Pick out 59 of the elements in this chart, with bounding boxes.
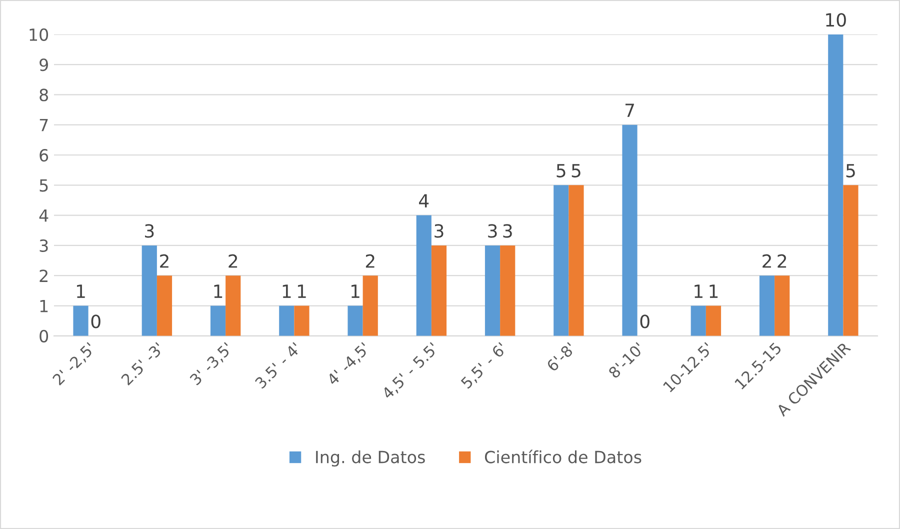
data-label: 1 xyxy=(214,284,222,298)
data-label: 7 xyxy=(626,104,634,117)
y-tick-label: 6 xyxy=(40,148,48,162)
data-label: 4 xyxy=(419,194,429,208)
bar xyxy=(828,34,844,336)
y-tick-label: 0 xyxy=(40,330,48,342)
y-tick-label: 9 xyxy=(40,58,48,72)
bar xyxy=(484,245,500,336)
bar xyxy=(156,276,172,336)
bar xyxy=(843,185,858,336)
y-tick-label: 4 xyxy=(39,209,48,222)
data-label: 2 xyxy=(160,254,168,268)
bar xyxy=(774,276,790,336)
y-tick-label: 1 xyxy=(40,300,48,312)
bar xyxy=(348,306,363,336)
y-tick-label: 10 xyxy=(30,28,48,41)
legend-label: Ing. de Datos xyxy=(316,450,425,467)
data-label: 1 xyxy=(694,284,702,298)
data-label: 5 xyxy=(846,164,855,178)
data-label: 10 xyxy=(826,13,846,27)
y-tick-label: 2 xyxy=(40,270,48,282)
bar xyxy=(73,306,88,336)
y-tick-label: 5 xyxy=(40,179,48,192)
data-label: 1 xyxy=(298,284,306,298)
bar xyxy=(226,276,241,336)
y-tick-label: 8 xyxy=(40,88,48,102)
legend-label: Científico de Datos xyxy=(484,450,642,464)
data-label: 1 xyxy=(77,284,85,298)
data-label: 3 xyxy=(503,224,512,238)
bar xyxy=(431,245,447,336)
bar xyxy=(142,245,157,336)
bar xyxy=(279,306,294,336)
bar xyxy=(622,124,638,336)
data-label: 3 xyxy=(488,224,497,238)
bar xyxy=(706,306,722,336)
data-label: 5 xyxy=(572,164,580,178)
data-label: 3 xyxy=(434,224,444,238)
bar xyxy=(690,306,706,336)
bar xyxy=(568,185,584,336)
data-label: 0 xyxy=(91,314,100,328)
data-label: 2 xyxy=(366,254,374,268)
data-label: 1 xyxy=(282,284,291,298)
bar xyxy=(294,306,310,336)
data-label: 2 xyxy=(778,254,786,268)
data-label: 1 xyxy=(710,284,718,298)
data-label: 2 xyxy=(762,254,771,268)
y-tick-label: 7 xyxy=(40,119,48,132)
data-label: 5 xyxy=(556,164,566,178)
bar xyxy=(500,245,516,336)
bar xyxy=(554,185,569,336)
data-label: 0 xyxy=(640,314,650,328)
data-label: 1 xyxy=(352,284,360,298)
bar xyxy=(416,215,432,336)
bar xyxy=(362,276,378,336)
bar xyxy=(759,276,775,336)
bar xyxy=(210,306,226,336)
y-tick-label: 3 xyxy=(40,239,48,252)
data-label: 3 xyxy=(145,224,154,238)
data-label: 2 xyxy=(228,254,238,268)
